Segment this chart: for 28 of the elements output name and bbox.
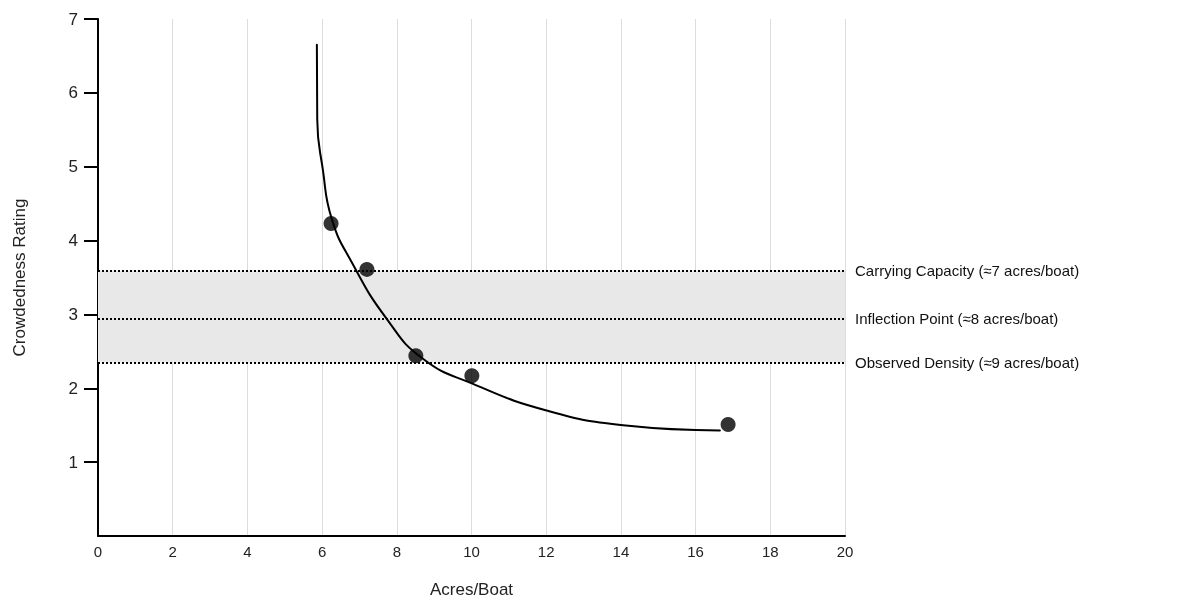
point <box>323 216 339 232</box>
x-tick-label: 2 <box>168 543 177 560</box>
x-tick-label: 8 <box>392 543 401 560</box>
y-tick-label: 1 <box>68 452 78 472</box>
y-tick-label: 5 <box>68 157 78 177</box>
ref-line-label: Carrying Capacity (≈7 acres/boat) <box>855 262 1080 280</box>
x-tick-label: 4 <box>243 543 252 560</box>
x-tick-label: 12 <box>537 543 555 560</box>
x-tick-label: 0 <box>93 543 103 560</box>
ref-line-label: Inflection Point (≈8 acres/boat) <box>855 310 1059 328</box>
y-axis-title: Crowdedness Rating <box>10 198 29 357</box>
y-tick-label: 2 <box>68 378 78 398</box>
x-tick-label: 16 <box>687 543 704 560</box>
point <box>359 261 375 277</box>
x-tick-label: 14 <box>612 543 630 560</box>
y-tick-label: 3 <box>68 304 78 324</box>
x-axis-title: Acres/Boat <box>429 580 514 599</box>
x-tick-label: 10 <box>463 543 480 560</box>
y-tick-label: 4 <box>68 231 78 251</box>
x-tick-label: 6 <box>317 543 327 560</box>
point <box>720 416 736 432</box>
x-tick-label: 18 <box>761 543 779 560</box>
y-tick-label: 7 <box>68 9 78 29</box>
ref-line-label: Observed Density (≈9 acres/boat) <box>855 353 1080 371</box>
point <box>464 368 480 384</box>
point <box>408 348 424 364</box>
x-tick-label: 20 <box>836 543 854 560</box>
y-tick-label: 6 <box>68 83 78 103</box>
